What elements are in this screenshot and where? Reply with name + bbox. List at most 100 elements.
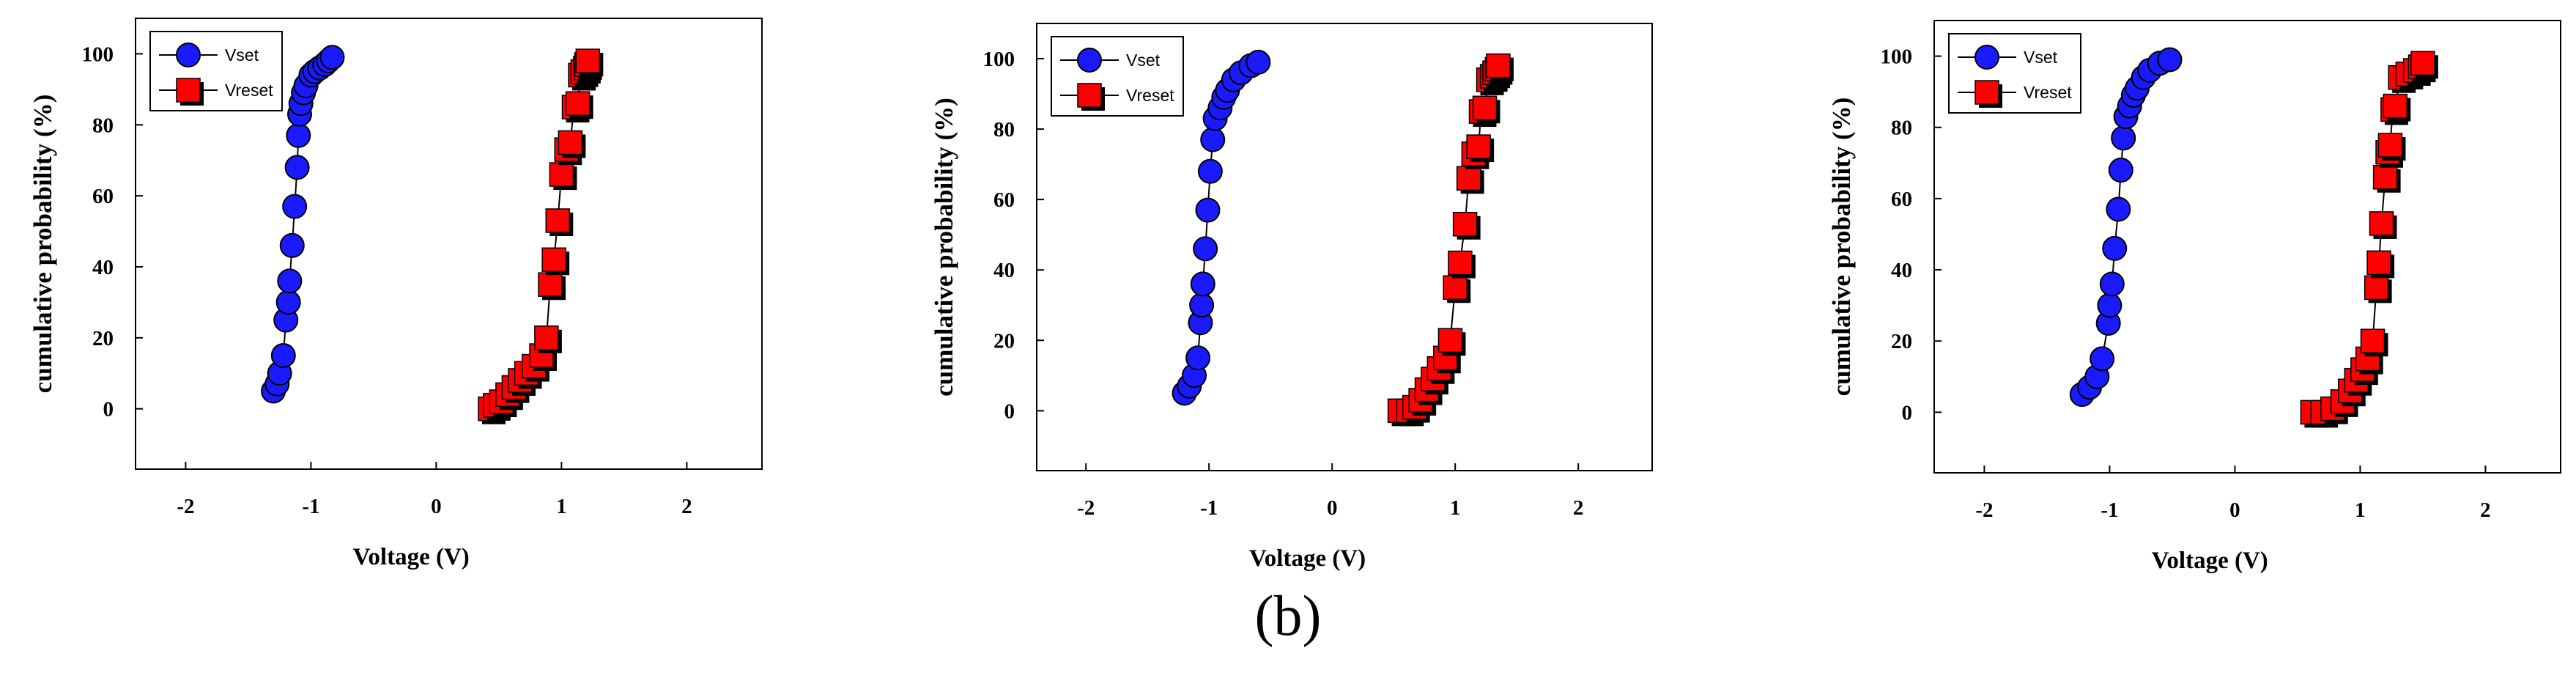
legend: Vset Vreset (1051, 36, 1184, 117)
y-tick-label: 80 (92, 114, 114, 137)
y-tick-label: 0 (1004, 400, 1015, 423)
data-point-vreset (2377, 133, 2406, 161)
y-tick-label: 20 (1891, 330, 1912, 353)
legend-marker-vset (176, 43, 201, 67)
data-point-vreset-face (2366, 250, 2391, 276)
legend-label-vreset: Vreset (2024, 83, 2072, 102)
data-point-vset (1200, 127, 1226, 152)
data-point-vreset-face (565, 91, 591, 116)
data-point-vset (2097, 292, 2122, 318)
data-point-vreset-face (2377, 133, 2403, 158)
y-tick-label: 0 (103, 398, 114, 422)
plot-frame (1933, 20, 2561, 474)
legend-marker-vset (1077, 48, 1102, 73)
data-point-vset (2106, 196, 2131, 222)
x-tick-label: -2 (1077, 496, 1095, 520)
data-point-vreset-face (541, 247, 566, 273)
legend-label-vset: Vset (2024, 48, 2058, 67)
data-point-vreset-face (1486, 53, 1511, 78)
data-point-vset (2099, 271, 2125, 297)
data-point-vreset (1452, 212, 1481, 240)
chart-panel-2: 0 20 40 60 80 100 -2 -1 0 1 2 Voltage (V) cumulative… (930, 23, 1653, 572)
data-point-vreset (1448, 250, 1476, 279)
data-point-vset (284, 155, 310, 180)
data-point-vreset-face (2369, 211, 2394, 236)
data-point-vreset-face (538, 272, 563, 297)
legend-marker-vreset (176, 78, 204, 106)
data-point-vset (282, 194, 308, 219)
data-point-vreset (1443, 275, 1471, 303)
data-point-vset (286, 122, 311, 148)
legend-marker-vreset-face (1974, 80, 1999, 105)
data-point-vreset-face (549, 162, 574, 187)
x-tick-label: 1 (1450, 496, 1461, 520)
data-point-vset (2102, 235, 2128, 261)
data-point-vreset (1472, 95, 1500, 124)
chart-panel-1: 0 20 40 60 80 100 -2 -1 0 1 2 Voltage (V) cumulative… (29, 18, 763, 570)
data-point-vreset (545, 208, 574, 237)
data-point-vset (2111, 125, 2136, 151)
data-point-vreset-face (1437, 328, 1463, 353)
data-point-vreset-face (2360, 328, 2386, 353)
data-point-vset (275, 290, 301, 315)
legend-label-vset: Vset (1126, 51, 1161, 70)
data-point-vset (1195, 197, 1221, 223)
data-point-vreset-face (1448, 250, 1473, 276)
x-tick-label: 0 (431, 495, 442, 518)
data-point-vreset (534, 325, 562, 353)
legend-label-vreset: Vreset (225, 81, 273, 100)
data-point-vreset-face (1443, 275, 1467, 300)
data-point-vreset (2372, 165, 2401, 193)
data-point-vset (1189, 292, 1215, 318)
x-tick-label: 0 (1327, 496, 1338, 520)
data-point-vset (270, 343, 296, 369)
legend-box (1948, 33, 2081, 114)
data-point-vset (2108, 158, 2133, 183)
data-point-vreset-face (1466, 134, 1491, 159)
data-point-vreset (575, 48, 604, 77)
data-point-vreset (2369, 211, 2397, 239)
data-point-vreset (541, 247, 570, 276)
y-tick-label: 20 (92, 327, 114, 350)
y-tick-label: 100 (983, 48, 1015, 71)
y-tick-label: 80 (1891, 117, 1912, 140)
x-tick-label: 2 (681, 495, 692, 518)
legend-label-vset: Vset (225, 45, 259, 65)
x-axis-title: Voltage (V) (2152, 548, 2268, 574)
x-tick-label: -2 (177, 495, 194, 518)
y-tick-label: 60 (92, 185, 114, 208)
chart-panel-3: 0 20 40 60 80 100 -2 -1 0 1 2 Voltage (V) cumulative… (1827, 20, 2561, 574)
x-tick-label: -1 (1200, 496, 1218, 520)
y-tick-label: 20 (993, 329, 1015, 353)
data-point-vset (279, 232, 305, 258)
data-point-vreset (565, 91, 593, 119)
x-tick-label: 0 (2229, 498, 2240, 522)
data-point-vset (1246, 49, 1271, 75)
data-point-vreset-face (575, 48, 601, 73)
legend-marker-vreset (1974, 80, 2002, 108)
x-tick-label: 1 (2355, 498, 2366, 522)
y-tick-label: 40 (1891, 259, 1912, 282)
data-point-vset (1185, 345, 1211, 371)
y-tick-label: 0 (1902, 401, 1913, 424)
data-point-vreset-face (1452, 212, 1478, 237)
data-point-vreset (1437, 328, 1466, 356)
data-point-vreset (549, 162, 577, 191)
y-tick-label: 40 (92, 256, 114, 279)
data-point-vreset (2364, 275, 2392, 303)
data-point-vreset-face (2383, 93, 2408, 119)
data-point-vreset-face (1456, 166, 1481, 191)
x-tick-label: 1 (556, 495, 567, 518)
data-point-vreset-face (1472, 95, 1498, 121)
legend-box (149, 31, 283, 111)
y-axis-title: cumulative probability (%) (1827, 97, 1856, 397)
x-tick-label: 2 (2480, 498, 2491, 522)
legend: Vset Vreset (149, 31, 283, 111)
y-tick-label: 40 (993, 259, 1015, 282)
data-point-vset (2157, 47, 2183, 73)
y-axis-title: cumulative probability (%) (29, 95, 57, 394)
legend-marker-vreset (1077, 83, 1105, 111)
legend-label-vreset: Vreset (1126, 86, 1174, 105)
data-point-vset (277, 268, 303, 294)
y-tick-label: 100 (1881, 45, 1913, 69)
